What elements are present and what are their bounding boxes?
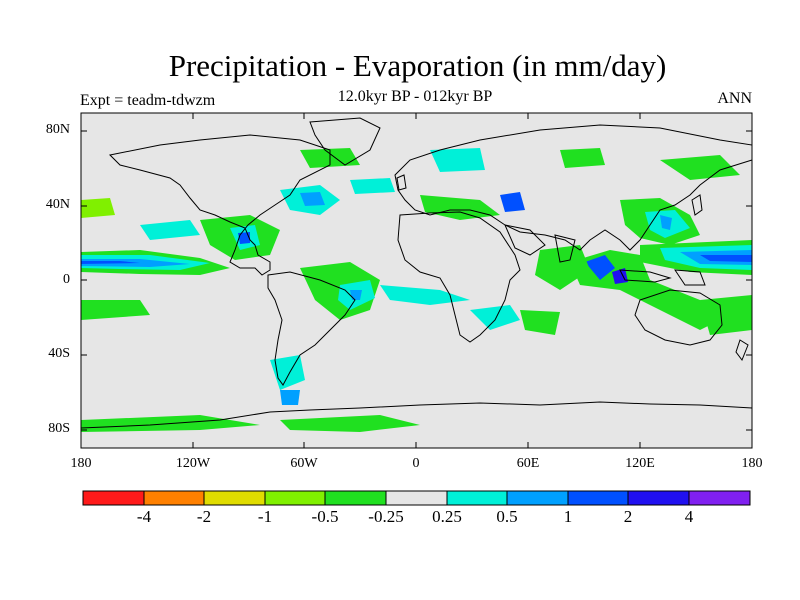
- map-background: [81, 113, 752, 448]
- y-tick-label: 0: [63, 272, 70, 287]
- colorbar-label: -0.5: [311, 507, 339, 526]
- colorbar-label: -1: [257, 507, 273, 526]
- y-tick-label: 40S: [48, 346, 70, 361]
- patch-deep-blue: [612, 268, 628, 284]
- experiment-label: Expt = teadm-tdwzm: [80, 92, 216, 109]
- anomaly-patches: [81, 148, 752, 432]
- colorbar-box-1: [82, 490, 145, 506]
- colorbar-box-7: [446, 490, 508, 506]
- patch-cyan: [270, 355, 305, 390]
- x-tick-label: 60E: [516, 456, 540, 471]
- patch-dark-blue: [585, 255, 615, 280]
- patch-blue: [280, 390, 300, 405]
- y-tick-label: 80N: [45, 122, 70, 137]
- patch-dark-blue: [238, 232, 250, 244]
- x-tick-label: 60W: [290, 456, 318, 471]
- colorbar-label: 2: [623, 507, 633, 526]
- coastlines: [80, 117, 753, 429]
- y-tick-label: 80S: [48, 421, 70, 436]
- patch-cyan: [140, 220, 200, 240]
- patch-cyan: [430, 148, 485, 172]
- patch-green: [660, 155, 740, 180]
- colorbar-box-5: [324, 490, 387, 506]
- patch-blue: [350, 290, 362, 300]
- patch-lime: [81, 198, 115, 218]
- patch-green: [700, 295, 752, 335]
- patch-green: [520, 310, 560, 335]
- colorbar-box-9: [567, 490, 629, 506]
- colorbar-box-2: [143, 490, 205, 506]
- season-label: ANN: [717, 90, 752, 107]
- colorbar-box-8: [506, 490, 569, 506]
- patch-dark-blue: [700, 255, 752, 262]
- colorbar-label: 0.5: [496, 507, 518, 526]
- patch-dark-blue: [500, 192, 525, 212]
- colorbar-box-4: [264, 490, 326, 506]
- colorbar-label: -0.25: [368, 507, 404, 526]
- y-tick-label: 40N: [45, 197, 70, 212]
- patch-green: [535, 245, 590, 290]
- colorbar-box-3: [203, 490, 266, 506]
- colorbar-box-10: [627, 490, 690, 506]
- patch-cyan: [470, 305, 520, 330]
- colorbar-label: -4: [136, 507, 152, 526]
- colorbar: [82, 490, 751, 506]
- patch-green: [280, 415, 420, 432]
- axis-ticks: [81, 113, 752, 448]
- colorbar-box-6: [385, 490, 448, 506]
- patch-cyan: [350, 178, 395, 194]
- colorbar-box-11: [688, 490, 751, 506]
- colorbar-label: 4: [684, 507, 694, 526]
- patch-green: [420, 195, 500, 220]
- x-tick-label: 120E: [625, 456, 655, 471]
- patch-blue: [660, 215, 672, 230]
- colorbar-label: 1: [563, 507, 573, 526]
- patch-green: [560, 148, 605, 168]
- x-tick-label: 180: [741, 456, 763, 471]
- x-tick-label: 180: [70, 456, 92, 471]
- x-tick-label: 120W: [175, 456, 211, 471]
- x-tick-label: 0: [412, 456, 420, 471]
- map-title: Precipitation - Evaporation (in mm/day): [168, 48, 667, 83]
- patch-dark-blue: [81, 261, 140, 264]
- map-subtitle: 12.0kyr BP - 012kyr BP: [337, 88, 493, 105]
- patch-cyan: [380, 285, 470, 305]
- colorbar-label: 0.25: [432, 507, 462, 526]
- colorbar-label: -2: [196, 507, 212, 526]
- patch-blue: [300, 192, 325, 206]
- patch-green: [81, 300, 150, 320]
